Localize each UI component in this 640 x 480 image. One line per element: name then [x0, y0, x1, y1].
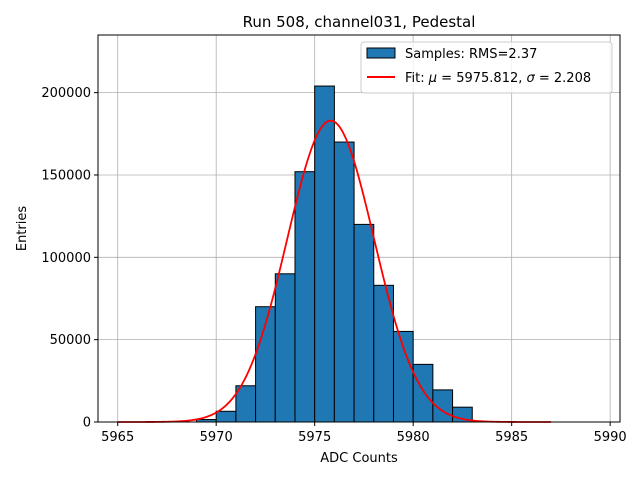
- histogram-bar: [274, 273, 296, 423]
- legend-entry-samples: Samples: RMS=2.37: [405, 47, 537, 62]
- x-tick-label: 5990: [594, 430, 627, 445]
- x-axis-ticks: 5965 5970 5975 5980 5985 5990: [101, 422, 627, 445]
- fit-curve: [117, 119, 552, 423]
- chart-title: Run 508, channel031, Pedestal: [243, 13, 476, 31]
- y-tick-label: 150000: [41, 168, 91, 183]
- y-tick-label: 0: [83, 416, 91, 431]
- x-tick-label: 5970: [200, 430, 233, 445]
- fit-curve-layer: [117, 119, 552, 423]
- x-tick-label: 5985: [495, 430, 528, 445]
- legend-swatch-samples: [366, 47, 396, 59]
- legend-fit-prefix: Fit:: [405, 71, 429, 86]
- y-axis-ticks: 0 50000 100000 150000 200000: [41, 86, 98, 431]
- histogram-bar: [314, 85, 335, 423]
- legend-fit-sigma-value: = 2.208: [535, 71, 591, 86]
- histogram-bar: [333, 141, 355, 423]
- x-tick-label: 5975: [298, 430, 331, 445]
- legend-fit-mu-value: = 5975.812,: [437, 71, 526, 86]
- legend-fit-sigma-symbol: σ: [527, 71, 536, 86]
- plot-frame: [97, 34, 621, 423]
- y-tick-label: 50000: [50, 333, 91, 348]
- histogram-bars: [195, 85, 473, 423]
- histogram-bar: [412, 363, 434, 423]
- histogram-bar: [353, 223, 375, 423]
- histogram-bar: [294, 171, 316, 423]
- legend-box: [360, 41, 613, 94]
- x-tick-label: 5980: [397, 430, 430, 445]
- legend: Samples: RMS=2.37 Fit: μ = 5975.812, σ =…: [360, 41, 613, 94]
- x-axis-label: ADC Counts: [320, 451, 398, 466]
- histogram-bar: [215, 410, 237, 423]
- y-tick-label: 200000: [41, 86, 91, 101]
- y-tick-label: 100000: [41, 251, 91, 266]
- legend-entry-fit: Fit: μ = 5975.812, σ = 2.208: [405, 71, 591, 86]
- x-tick-label: 5965: [101, 430, 134, 445]
- y-axis-label: Entries: [15, 206, 30, 252]
- legend-fit-mu-symbol: μ: [428, 71, 437, 86]
